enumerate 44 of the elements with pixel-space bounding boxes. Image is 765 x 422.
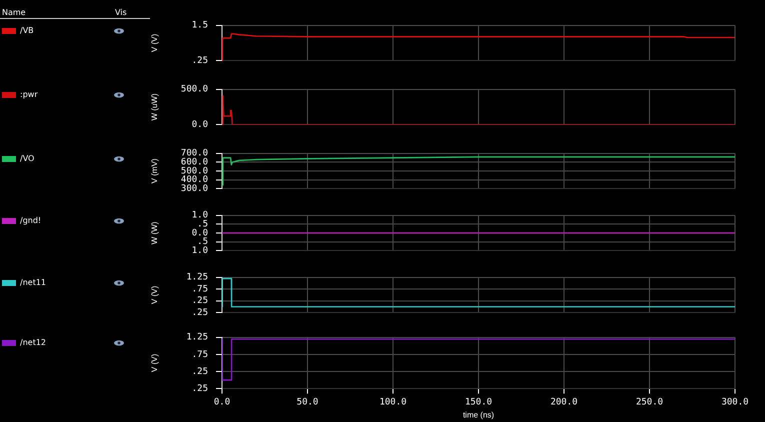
y-tick-label: .25 xyxy=(192,296,208,306)
x-tick-label: 250.0 xyxy=(636,397,664,408)
y-tick-label: 1.25 xyxy=(186,272,208,283)
y-tick-label: 0.0 xyxy=(192,228,208,238)
x-tick-label: 300.0 xyxy=(721,397,749,408)
x-tick-label: 200.0 xyxy=(550,397,578,408)
y-tick-label: .25 xyxy=(192,366,208,377)
y-tick-label: 1.25 xyxy=(186,332,208,343)
y-tick-label: .25 xyxy=(192,56,208,66)
legend-label: /VB xyxy=(20,26,35,35)
y-tick-label: 1.0 xyxy=(192,210,208,221)
y-tick-label: .75 xyxy=(192,284,208,294)
y-axis-title: V (V) xyxy=(150,34,160,52)
y-axis-title: V (V) xyxy=(150,354,160,372)
y-tick-label: 500.0 xyxy=(180,84,208,95)
y-tick-label: 1.0 xyxy=(192,246,208,256)
y-tick-label: 500.0 xyxy=(180,166,208,176)
y-tick-label: .25 xyxy=(192,308,208,318)
x-tick-label: 0.0 xyxy=(214,397,230,408)
y-tick-label: 400.0 xyxy=(180,175,208,186)
y-tick-label: 300.0 xyxy=(180,184,208,194)
x-tick-label: 50.0 xyxy=(296,397,318,408)
x-tick-label: 100.0 xyxy=(379,397,407,408)
legend-label: /gnd! xyxy=(20,216,42,225)
y-tick-label: 0.0 xyxy=(192,120,208,130)
y-tick-label: .25 xyxy=(192,384,208,394)
legend-label: /net11 xyxy=(20,278,48,287)
y-tick-label: .5 xyxy=(197,237,208,248)
y-axis-title: V (V) xyxy=(150,286,160,304)
y-axis-title: W (uW) xyxy=(150,93,160,121)
text: Vis xyxy=(115,8,127,17)
text: :pwr xyxy=(20,90,39,99)
y-axis-title: V (mV) xyxy=(150,158,160,184)
x-axis-title: time (ns) xyxy=(462,410,494,420)
y-tick-label: .5 xyxy=(197,220,208,230)
legend-title: Name xyxy=(2,8,26,17)
legend-label: /VO xyxy=(20,154,36,163)
y-tick-label: 700.0 xyxy=(180,148,208,159)
x-tick-label: 150.0 xyxy=(464,397,492,408)
y-axis-title: W (W) xyxy=(150,221,160,244)
legend-label: /net12 xyxy=(20,338,48,347)
y-tick-label: 1.5 xyxy=(192,20,208,31)
y-tick-label: .75 xyxy=(192,350,208,360)
y-tick-label: 600.0 xyxy=(180,158,208,168)
